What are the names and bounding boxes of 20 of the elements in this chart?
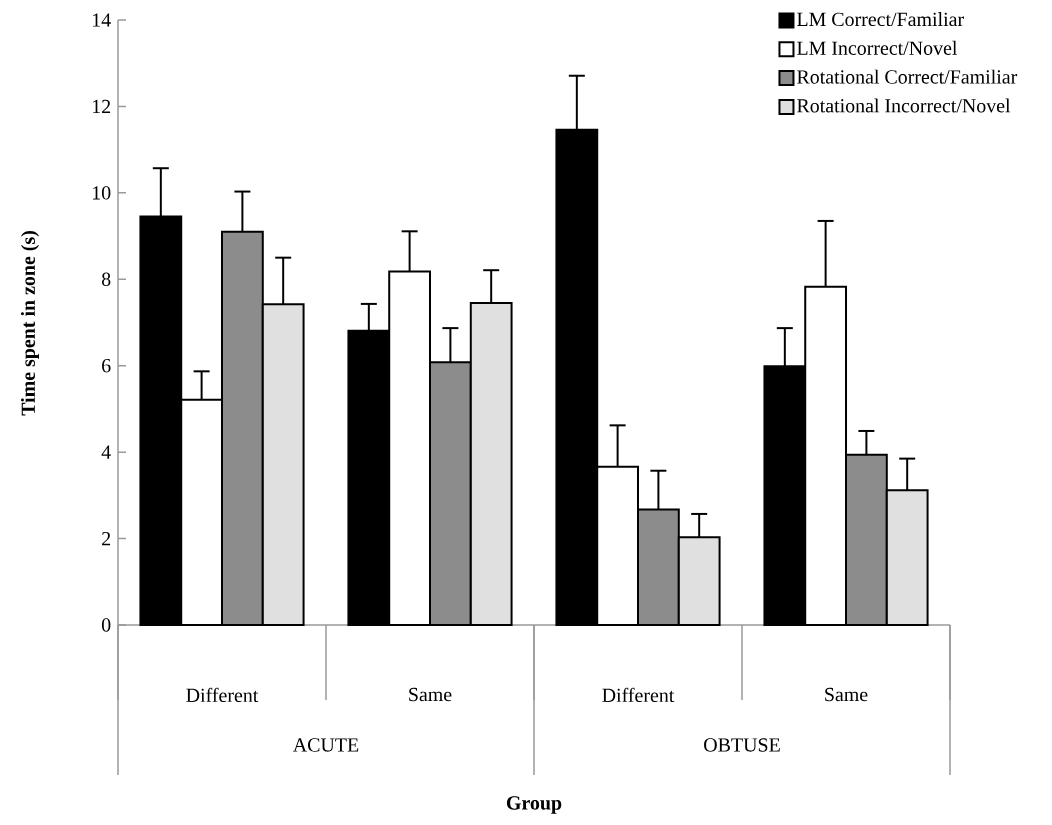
y-tick-label: 0 <box>101 618 111 632</box>
x-axis-title: Group <box>506 796 562 814</box>
x-tick-label: Same <box>409 687 452 702</box>
legend-label: LM Incorrect/Novel <box>797 40 958 55</box>
y-tick-label: 6 <box>102 359 111 373</box>
legend-label: Rotational Incorrect/Novel <box>797 98 1011 113</box>
legend-label: LM Correct/Familiar <box>797 12 964 27</box>
y-tick-label: 14 <box>92 13 111 27</box>
y-tick-label: 4 <box>101 445 111 459</box>
y-tick-label: 2 <box>102 531 111 546</box>
legend-label: Rotational Correct/Familiar <box>797 69 1018 84</box>
y-tick-label: 10 <box>92 186 111 200</box>
y-tick-label: 12 <box>92 99 111 114</box>
text: OBTUSE <box>704 738 780 752</box>
x-tick-label: Same <box>825 687 868 702</box>
x-tick-label: Different <box>602 687 675 703</box>
y-tick-label: 8 <box>101 272 111 286</box>
y-axis-title: Time spent in zone (s) <box>20 231 40 416</box>
x-tick-label: Different <box>186 687 259 703</box>
text: ACUTE <box>292 738 359 752</box>
